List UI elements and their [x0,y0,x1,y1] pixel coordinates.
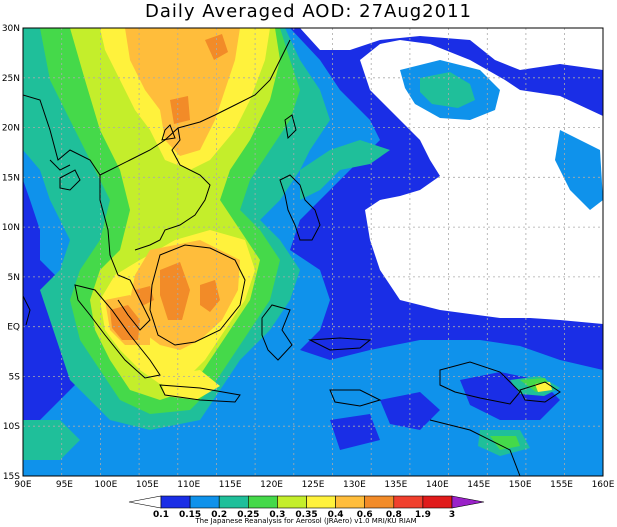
lon-label: 160E [592,480,615,490]
lon-label: 105E [136,480,159,490]
colorbar-swatch [189,495,220,509]
aod-band-040 [125,28,240,156]
colorbar-swatch [160,495,191,509]
data-credit: The Japanese Reanalysis for Aerosol (JRA… [194,517,416,525]
lat-label: 15N [2,173,20,183]
colorbar-level-label: 0.2 [211,510,227,520]
lon-label: 125E [302,480,325,490]
lon-label: 145E [467,480,490,490]
lat-label: 25N [2,74,20,84]
lat-label: 10S [3,422,20,432]
colorbar-swatch [277,495,307,509]
lon-label: 90E [14,480,31,490]
colorbar-swatch [335,495,366,509]
aod-band-060-borneo [160,262,190,320]
lat-label: 30N [2,24,20,34]
lon-label: 150E [509,480,532,490]
longitude-labels: 90E 95E 100E 105E 110E 115E 120E 125E 130E 135E 14… [14,480,614,490]
colorbar-level-label: 0.1 [153,510,169,520]
lon-label: 135E [384,480,407,490]
lat-label: 5N [8,273,20,283]
colorbar-level-label: 0.4 [328,510,344,520]
clean-air-region-north [300,28,603,70]
colorbar-over-triangle [451,495,485,509]
colorbar-swatch [306,495,336,509]
colorbar: 0.1 0.15 0.2 0.25 0.3 0.35 0.4 0.6 0.8 1.9 3 [128,495,485,520]
lon-label: 120E [260,480,283,490]
graticule [23,28,603,476]
clean-air-region-pacific [360,40,603,324]
colorbar-level-label: 1.9 [415,510,431,520]
map-title: Daily Averaged AOD: 27Aug2011 [144,1,472,22]
colorbar-swatch [364,495,395,509]
colorbar-level-label: 0.15 [179,510,201,520]
colorbar-swatch [248,495,278,509]
lon-label: 130E [343,480,366,490]
lon-label: 155E [550,480,573,490]
lat-label: 15S [3,472,20,482]
lon-label: 140E [426,480,449,490]
colorbar-swatch [422,495,453,509]
colorbar-swatch [218,495,249,509]
lon-label: 115E [219,480,242,490]
lat-label: EQ [7,323,20,333]
colorbar-swatch [393,495,424,509]
colorbar-under-triangle [128,495,162,509]
latitude-labels: 30N 25N 20N 15N 10N 5N EQ 5S 10S 15S [2,24,20,482]
lat-label: 10N [2,223,20,233]
colorbar-level-label: 0.3 [269,510,285,520]
aod-band-020-ring [420,72,475,108]
colorbar-level-label: 0.6 [357,510,373,520]
colorbar-level-label: 0.25 [237,510,259,520]
lat-label: 5S [9,372,21,382]
aod-field [23,28,603,476]
aod-band-020-ribbon [300,140,390,200]
plot-frame [22,27,604,477]
aod-band-015-east [555,130,603,210]
colorbar-level-label: 3 [449,510,455,520]
lat-label: 20N [2,124,20,134]
colorbar-level-label: 0.8 [386,510,402,520]
coastlines [23,39,561,476]
lon-label: 95E [56,480,73,490]
lon-label: 100E [94,480,117,490]
colorbar-level-label: 0.35 [295,510,317,520]
lon-label: 110E [177,480,200,490]
aod-band-060-sumatra [110,305,140,340]
